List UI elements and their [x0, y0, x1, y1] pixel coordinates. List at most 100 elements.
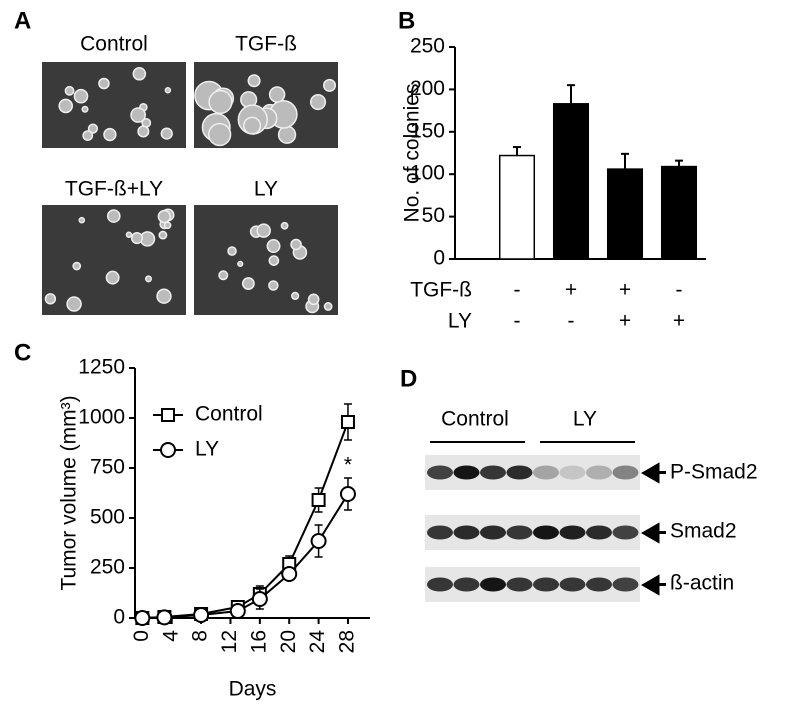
colony [207, 122, 232, 147]
panel-label: B [398, 7, 415, 34]
blot-band [427, 577, 453, 592]
panel-label: D [400, 365, 417, 392]
image-label: LY [254, 178, 278, 201]
marker [134, 610, 151, 626]
colony [87, 123, 99, 134]
blot-band [453, 577, 480, 592]
colony [158, 230, 168, 240]
y-tick-label: 50 [422, 204, 445, 227]
blot-band [612, 465, 639, 480]
blot-band [480, 525, 506, 540]
colony [323, 302, 333, 311]
legend-label: LY [195, 438, 219, 461]
blot-band [586, 577, 612, 592]
blot-band [559, 465, 586, 480]
x-tick-label: 4 [159, 630, 182, 642]
arrow [640, 574, 666, 596]
blot-band [586, 465, 612, 480]
colony [78, 216, 86, 224]
image-label: TGF-ß+LY [65, 178, 163, 201]
y-tick-label: 200 [410, 77, 445, 100]
marker [311, 493, 326, 507]
bar [660, 165, 698, 260]
colony [157, 209, 171, 224]
legend-label: Control [195, 403, 263, 426]
treatment-level: + [619, 279, 631, 302]
colony [130, 231, 144, 245]
blot-band [427, 525, 453, 540]
x-tick-label: 0 [130, 630, 153, 642]
y-tick-label: 1000 [78, 406, 125, 429]
blot-band [506, 525, 533, 540]
colony [268, 280, 279, 291]
y-axis-label: No. of colonies [401, 84, 424, 223]
colony [137, 125, 150, 138]
colony [58, 98, 74, 114]
panel-label: A [14, 7, 31, 34]
blot-band [453, 465, 480, 480]
colony [64, 85, 75, 96]
colony [208, 89, 233, 115]
blot-band [533, 525, 559, 540]
panel-label: C [14, 339, 31, 366]
colony [72, 261, 82, 271]
marker [156, 609, 173, 626]
y-tick-label: 150 [410, 119, 445, 142]
colony [73, 88, 89, 104]
colony [82, 130, 94, 142]
marker [251, 591, 268, 607]
blot-band [506, 577, 533, 592]
colony [44, 293, 57, 305]
colony [307, 293, 320, 306]
colony [247, 74, 261, 88]
blot-band [506, 465, 533, 480]
x-axis-label: Days [229, 678, 277, 701]
x-tick-label: 12 [218, 630, 241, 653]
colony [243, 116, 262, 135]
colony [103, 127, 117, 142]
bar [606, 168, 644, 260]
blot-band [612, 577, 639, 592]
image-label: Control [80, 33, 148, 56]
y-tick-label: 100 [410, 162, 445, 185]
x-tick-label: 28 [336, 630, 359, 653]
group-label: Control [441, 408, 509, 431]
colony [241, 277, 255, 290]
treatment-level: + [565, 279, 577, 302]
treatment-level: + [619, 310, 631, 333]
y-tick-label: 0 [433, 247, 445, 270]
colony [237, 260, 244, 268]
colony [218, 270, 229, 281]
blot-band [427, 465, 453, 480]
blot-band [480, 577, 506, 592]
x-tick-label: 24 [306, 630, 329, 654]
x-tick-label: 16 [247, 630, 270, 653]
colony [132, 66, 147, 81]
y-tick-label: 750 [90, 456, 125, 479]
colony [268, 255, 280, 266]
colony [105, 270, 120, 285]
colony [322, 78, 337, 92]
colony [280, 221, 289, 230]
marker [193, 607, 210, 623]
marker [281, 566, 298, 582]
colony [125, 231, 133, 239]
colony [160, 127, 173, 140]
colony [268, 86, 286, 103]
y-axis-label: Tumor volume (mm³) [58, 395, 81, 590]
colony [106, 209, 121, 223]
blot-band [612, 525, 639, 540]
arrow [640, 522, 666, 544]
y-tick-label: 500 [90, 506, 125, 529]
blot-band [533, 465, 559, 480]
treatment-level: - [514, 279, 521, 302]
y-tick-label: 0 [113, 606, 125, 629]
blot-band [453, 525, 480, 540]
treatment-level: - [514, 310, 521, 333]
colony [98, 77, 110, 90]
row-label: ß-actin [670, 572, 734, 595]
colony [81, 105, 89, 113]
marker [339, 486, 356, 502]
marker [310, 533, 327, 549]
